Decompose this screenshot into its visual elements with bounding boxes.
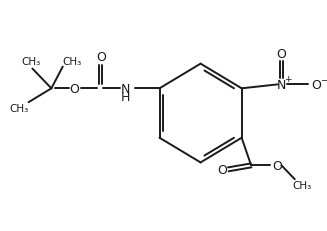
Text: O: O bbox=[312, 79, 321, 91]
Text: O: O bbox=[218, 163, 228, 176]
Text: O: O bbox=[272, 159, 282, 172]
Text: O: O bbox=[96, 51, 106, 64]
Text: H: H bbox=[121, 90, 130, 103]
Text: CH₃: CH₃ bbox=[293, 180, 312, 190]
Text: +: + bbox=[284, 75, 292, 84]
Text: O: O bbox=[69, 82, 79, 95]
Text: CH₃: CH₃ bbox=[21, 56, 40, 66]
Text: −: − bbox=[320, 75, 327, 84]
Text: CH₃: CH₃ bbox=[9, 104, 29, 114]
Text: CH₃: CH₃ bbox=[62, 56, 82, 66]
Text: N: N bbox=[277, 79, 286, 91]
Text: O: O bbox=[277, 48, 286, 61]
Text: N: N bbox=[121, 82, 130, 95]
